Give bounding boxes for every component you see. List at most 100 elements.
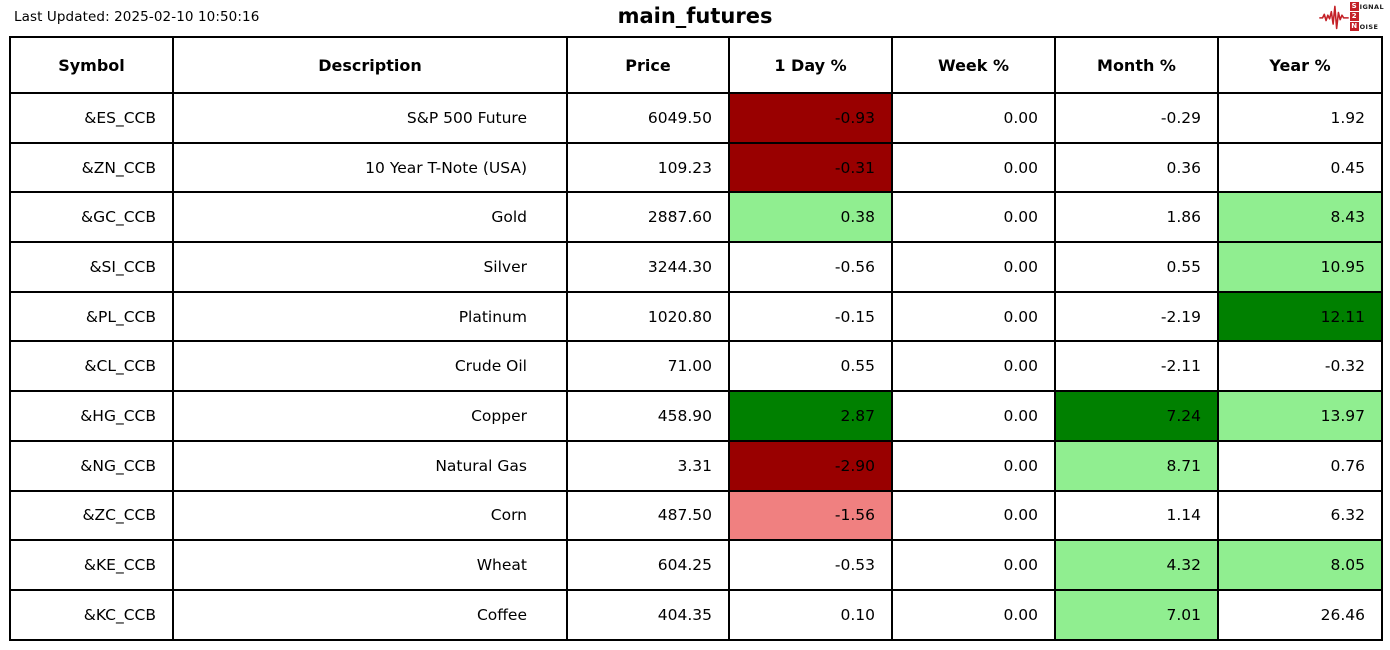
table-row: &KC_CCB Coffee 404.35 0.10 0.00 7.01 26.… [9, 588, 1383, 641]
table-row: &ES_CCB S&P 500 Future 6049.50 -0.93 0.0… [9, 92, 1383, 144]
col-header-symbol: Symbol [9, 36, 174, 94]
table-row: &NG_CCB Natural Gas 3.31 -2.90 0.00 8.71… [9, 439, 1383, 492]
year-pct-cell: 10.95 [1217, 241, 1383, 293]
day-pct-cell: -1.56 [728, 489, 893, 542]
year-pct-cell: 8.43 [1217, 191, 1383, 244]
col-header-year: Year % [1217, 36, 1383, 94]
month-pct-cell: -0.29 [1054, 92, 1219, 144]
signal2noise-logo: S IGNAL 2 N OISE [1318, 2, 1384, 31]
week-pct-cell: 0.00 [891, 390, 1056, 442]
price-cell: 71.00 [566, 340, 730, 393]
description-cell: S&P 500 Future [172, 92, 568, 144]
day-pct-cell: -2.90 [728, 439, 893, 492]
day-pct-cell: 0.10 [728, 588, 893, 641]
price-cell: 604.25 [566, 539, 730, 591]
col-header-week: Week % [891, 36, 1056, 94]
month-pct-cell: 0.55 [1054, 241, 1219, 293]
description-cell: Gold [172, 191, 568, 244]
week-pct-cell: 0.00 [891, 92, 1056, 144]
table-row: &CL_CCB Crude Oil 71.00 0.55 0.00 -2.11 … [9, 340, 1383, 393]
table-row: &ZN_CCB 10 Year T-Note (USA) 109.23 -0.3… [9, 141, 1383, 194]
week-pct-cell: 0.00 [891, 439, 1056, 492]
year-pct-cell: -0.32 [1217, 340, 1383, 393]
month-pct-cell: -2.19 [1054, 290, 1219, 343]
day-pct-cell: -0.53 [728, 539, 893, 591]
logo-text-ignal: IGNAL [1359, 2, 1384, 11]
table-row: &ZC_CCB Corn 487.50 -1.56 0.00 1.14 6.32 [9, 489, 1383, 542]
year-pct-cell: 12.11 [1217, 290, 1383, 343]
month-pct-cell: 1.86 [1054, 191, 1219, 244]
month-pct-cell: 0.36 [1054, 141, 1219, 194]
price-cell: 2887.60 [566, 191, 730, 244]
month-pct-cell: 7.24 [1054, 390, 1219, 442]
col-header-price: Price [566, 36, 730, 94]
description-cell: Copper [172, 390, 568, 442]
price-cell: 3.31 [566, 439, 730, 492]
symbol-cell: &KE_CCB [9, 539, 174, 591]
week-pct-cell: 0.00 [891, 340, 1056, 393]
symbol-cell: &HG_CCB [9, 390, 174, 442]
table-row: &GC_CCB Gold 2887.60 0.38 0.00 1.86 8.43 [9, 191, 1383, 244]
month-pct-cell: 7.01 [1054, 588, 1219, 641]
logo-text-oise: OISE [1359, 22, 1379, 31]
table-row: &SI_CCB Silver 3244.30 -0.56 0.00 0.55 1… [9, 241, 1383, 293]
price-cell: 487.50 [566, 489, 730, 542]
description-cell: Crude Oil [172, 340, 568, 393]
description-cell: Wheat [172, 539, 568, 591]
logo-line-2: 2 [1349, 12, 1384, 21]
table-row: &HG_CCB Copper 458.90 2.87 0.00 7.24 13.… [9, 390, 1383, 442]
description-cell: 10 Year T-Note (USA) [172, 141, 568, 194]
col-header-1day: 1 Day % [728, 36, 893, 94]
week-pct-cell: 0.00 [891, 191, 1056, 244]
year-pct-cell: 8.05 [1217, 539, 1383, 591]
day-pct-cell: -0.31 [728, 141, 893, 194]
symbol-cell: &ZN_CCB [9, 141, 174, 194]
year-pct-cell: 0.76 [1217, 439, 1383, 492]
symbol-cell: &ZC_CCB [9, 489, 174, 542]
logo-letter-s: S [1349, 2, 1359, 11]
last-updated-timestamp: Last Updated: 2025-02-10 10:50:16 [14, 9, 260, 25]
year-pct-cell: 26.46 [1217, 588, 1383, 641]
day-pct-cell: -0.15 [728, 290, 893, 343]
price-cell: 3244.30 [566, 241, 730, 293]
price-cell: 109.23 [566, 141, 730, 194]
description-cell: Silver [172, 241, 568, 293]
symbol-cell: &CL_CCB [9, 340, 174, 393]
logo-wordmark: S IGNAL 2 N OISE [1349, 2, 1384, 31]
description-cell: Natural Gas [172, 439, 568, 492]
table-row: &PL_CCB Platinum 1020.80 -0.15 0.00 -2.1… [9, 290, 1383, 343]
price-cell: 6049.50 [566, 92, 730, 144]
symbol-cell: &PL_CCB [9, 290, 174, 343]
price-cell: 1020.80 [566, 290, 730, 343]
week-pct-cell: 0.00 [891, 241, 1056, 293]
day-pct-cell: -0.56 [728, 241, 893, 293]
description-cell: Platinum [172, 290, 568, 343]
ecg-waveform-icon [1318, 5, 1349, 29]
week-pct-cell: 0.00 [891, 141, 1056, 194]
table-row: &KE_CCB Wheat 604.25 -0.53 0.00 4.32 8.0… [9, 539, 1383, 591]
logo-letter-n: N [1349, 22, 1359, 31]
week-pct-cell: 0.00 [891, 588, 1056, 641]
symbol-cell: &SI_CCB [9, 241, 174, 293]
col-header-month: Month % [1054, 36, 1219, 94]
header-row: Symbol Description Price 1 Day % Week % … [9, 36, 1383, 94]
symbol-cell: &NG_CCB [9, 439, 174, 492]
description-cell: Corn [172, 489, 568, 542]
price-cell: 458.90 [566, 390, 730, 442]
month-pct-cell: 8.71 [1054, 439, 1219, 492]
week-pct-cell: 0.00 [891, 489, 1056, 542]
logo-letter-2: 2 [1349, 12, 1359, 21]
year-pct-cell: 0.45 [1217, 141, 1383, 194]
year-pct-cell: 6.32 [1217, 489, 1383, 542]
month-pct-cell: 4.32 [1054, 539, 1219, 591]
logo-line-noise: N OISE [1349, 22, 1384, 31]
week-pct-cell: 0.00 [891, 539, 1056, 591]
month-pct-cell: -2.11 [1054, 340, 1219, 393]
col-header-description: Description [172, 36, 568, 94]
day-pct-cell: 2.87 [728, 390, 893, 442]
day-pct-cell: -0.93 [728, 92, 893, 144]
description-cell: Coffee [172, 588, 568, 641]
futures-table: Symbol Description Price 1 Day % Week % … [9, 36, 1383, 641]
page-title: main_futures [617, 4, 773, 28]
symbol-cell: &KC_CCB [9, 588, 174, 641]
